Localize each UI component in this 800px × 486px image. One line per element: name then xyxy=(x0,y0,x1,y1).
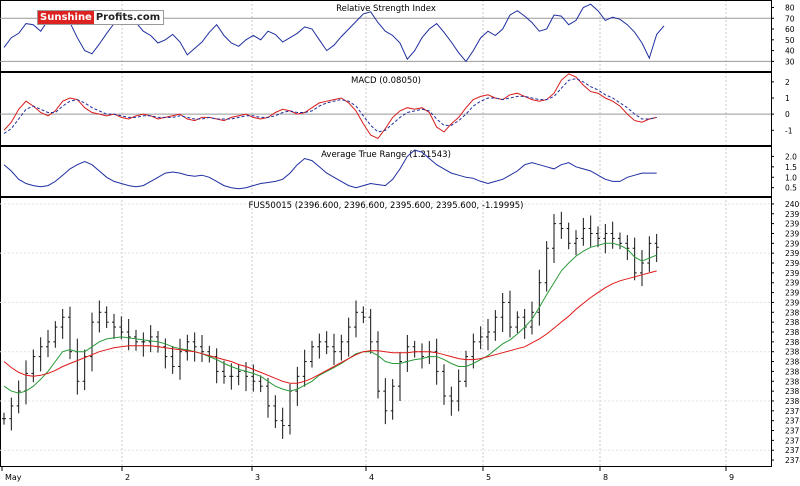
panel-frame-price xyxy=(0,197,772,467)
brand-logo-part-b: Profits.com xyxy=(95,12,161,23)
ytick-label-macd-0: 2 xyxy=(785,78,790,87)
ytick-label-macd-2: 0 xyxy=(785,110,790,119)
ytick-label-rsi-1: 70 xyxy=(785,14,795,23)
ytick-label-atr-3: 0.5 xyxy=(785,184,797,193)
ytick-label-price-23: 2377 xyxy=(785,427,800,436)
ytick-label-price-5: 2395 xyxy=(785,249,800,258)
panel-title-rsi: Relative Strength Index xyxy=(336,4,436,14)
panel-frame-macd xyxy=(0,72,772,146)
ytick-label-price-10: 2390 xyxy=(785,298,800,307)
xtick-label-0: May xyxy=(5,473,22,482)
series-line-price-1 xyxy=(3,270,657,384)
ytick-label-rsi-0: 80 xyxy=(785,3,795,12)
ytick-label-price-17: 2383 xyxy=(785,367,800,376)
ytick-label-price-3: 2397 xyxy=(785,229,800,238)
ytick-label-price-11: 2389 xyxy=(785,308,800,317)
ytick-label-price-20: 2380 xyxy=(785,397,800,406)
panel-title-atr: Average True Range (1.21543) xyxy=(321,150,451,160)
brand-logo: Sunshine Profits.com xyxy=(37,10,165,25)
ytick-label-price-22: 2378 xyxy=(785,417,800,426)
ytick-label-price-7: 2393 xyxy=(785,269,800,278)
series-line-price-0 xyxy=(3,242,657,394)
ytick-label-price-24: 2376 xyxy=(785,436,800,445)
ytick-label-macd-1: 1 xyxy=(785,94,790,103)
ytick-label-price-21: 2379 xyxy=(785,407,800,416)
series-line-atr-0 xyxy=(3,149,657,190)
ytick-label-rsi-2: 60 xyxy=(785,25,795,34)
ytick-label-price-6: 2394 xyxy=(785,259,800,268)
ytick-label-price-4: 2396 xyxy=(785,239,800,248)
ytick-label-atr-0: 2.0 xyxy=(785,152,797,161)
panel-title-macd: MACD (0.08050) xyxy=(351,76,421,86)
ytick-label-price-19: 2381 xyxy=(785,387,800,396)
xtick-label-5: 8 xyxy=(603,473,608,482)
ytick-label-atr-1: 1.5 xyxy=(785,163,797,172)
ytick-label-price-25: 2375 xyxy=(785,446,800,455)
ytick-label-price-12: 2388 xyxy=(785,318,800,327)
xtick-label-6: 9 xyxy=(729,473,734,482)
ytick-label-price-16: 2384 xyxy=(785,358,800,367)
ytick-label-price-9: 2391 xyxy=(785,289,800,298)
ytick-label-price-1: 2399 xyxy=(785,210,800,219)
xtick-label-3: 4 xyxy=(369,473,374,482)
series-line-macd-1 xyxy=(3,78,657,134)
series-line-macd-0 xyxy=(3,73,657,140)
ytick-label-rsi-3: 50 xyxy=(785,36,795,45)
xtick-label-2: 3 xyxy=(255,473,260,482)
ytick-label-price-14: 2386 xyxy=(785,338,800,347)
ytick-label-price-26: 2374 xyxy=(785,456,800,465)
ytick-label-price-0: 2400 xyxy=(785,200,800,209)
panel-frame-rsi xyxy=(0,0,772,72)
ytick-label-macd-3: -1 xyxy=(785,126,793,135)
brand-logo-part-a: Sunshine xyxy=(38,11,94,24)
panel-frame-atr xyxy=(0,146,772,197)
panel-title-price: FUS50015 (2396.600, 2396.600, 2395.600, … xyxy=(249,201,524,211)
ytick-label-price-15: 2385 xyxy=(785,348,800,357)
ytick-label-price-13: 2387 xyxy=(785,328,800,337)
xtick-label-4: 5 xyxy=(486,473,491,482)
ytick-label-price-2: 2398 xyxy=(785,220,800,229)
ytick-label-rsi-5: 30 xyxy=(785,57,795,66)
ytick-label-rsi-4: 40 xyxy=(785,47,795,56)
ytick-label-atr-2: 1.0 xyxy=(785,173,797,182)
xtick-label-1: 2 xyxy=(125,473,130,482)
